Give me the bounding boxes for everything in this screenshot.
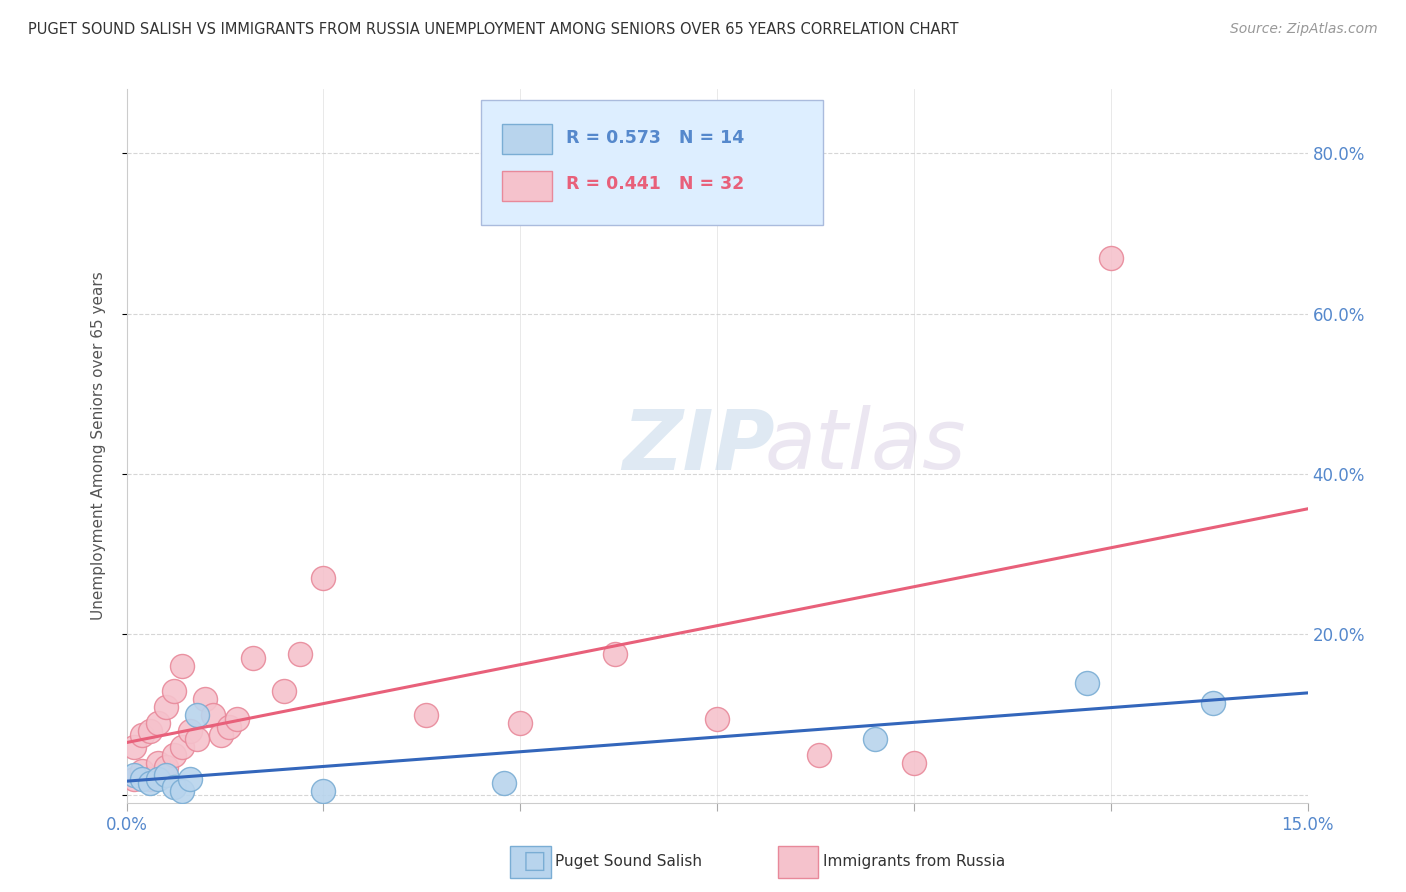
Point [863,731,886,746]
Point [273,683,295,698]
Point [124,768,146,782]
Point [706,712,728,726]
Point [509,715,531,730]
Point [1202,696,1225,710]
Point [218,720,240,734]
Point [170,659,193,673]
Point [139,772,162,786]
Point [155,760,177,774]
Point [163,683,186,698]
Point [603,648,626,662]
Point [312,784,335,798]
Text: R = 0.573   N = 14: R = 0.573 N = 14 [565,128,744,146]
Text: R = 0.441   N = 32: R = 0.441 N = 32 [565,175,744,193]
Point [131,772,153,786]
Point [808,747,831,762]
Point [312,571,335,585]
FancyBboxPatch shape [502,170,551,201]
Point [1099,251,1122,265]
Point [179,772,201,786]
Point [903,756,925,770]
Text: PUGET SOUND SALISH VS IMMIGRANTS FROM RUSSIA UNEMPLOYMENT AMONG SENIORS OVER 65 : PUGET SOUND SALISH VS IMMIGRANTS FROM RU… [28,22,959,37]
Point [163,747,186,762]
Point [209,728,232,742]
Point [124,739,146,754]
Point [170,739,193,754]
Point [146,772,169,786]
Point [415,707,437,722]
Point [242,651,264,665]
Point [139,723,162,738]
Point [202,707,225,722]
Point [225,712,247,726]
FancyBboxPatch shape [481,100,824,225]
Point [124,772,146,786]
Point [170,784,193,798]
Point [155,699,177,714]
Point [186,731,208,746]
Point [194,691,217,706]
Point [146,756,169,770]
Point [146,715,169,730]
FancyBboxPatch shape [502,124,551,154]
Text: □: □ [523,849,546,872]
Point [1076,675,1098,690]
Text: Source: ZipAtlas.com: Source: ZipAtlas.com [1230,22,1378,37]
Text: atlas: atlas [765,406,966,486]
Point [131,764,153,778]
Point [155,768,177,782]
Point [186,707,208,722]
Point [179,723,201,738]
Point [494,776,516,790]
Point [288,648,311,662]
Text: ZIP: ZIP [623,406,775,486]
Point [131,728,153,742]
Point [163,780,186,794]
Text: Immigrants from Russia: Immigrants from Russia [823,855,1005,869]
Y-axis label: Unemployment Among Seniors over 65 years: Unemployment Among Seniors over 65 years [91,272,105,620]
Text: Puget Sound Salish: Puget Sound Salish [555,855,703,869]
Point [139,776,162,790]
